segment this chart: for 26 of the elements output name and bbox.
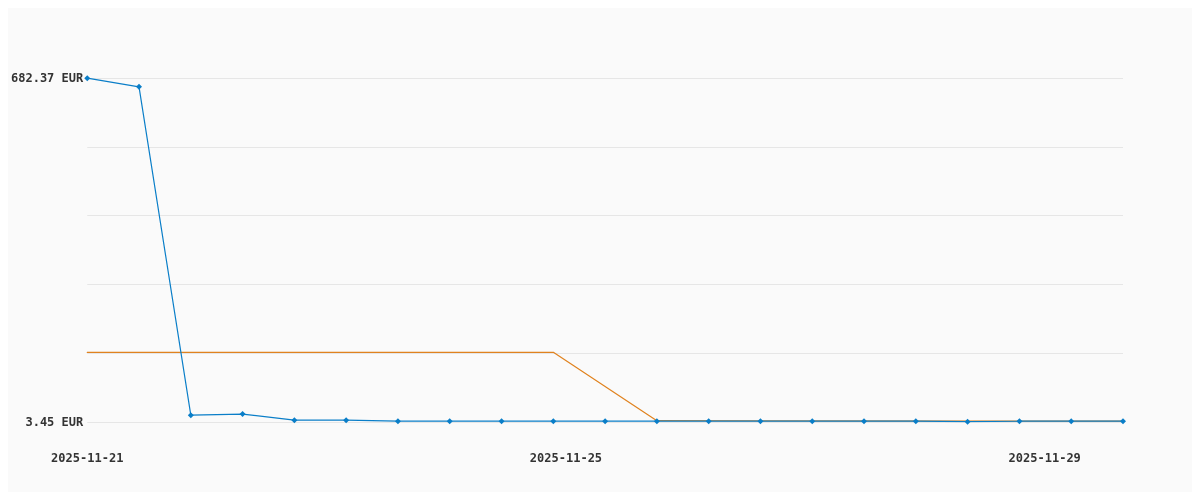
point xyxy=(446,418,453,425)
point xyxy=(136,83,143,90)
point xyxy=(653,418,660,425)
x-tick-label: 2025-11-29 xyxy=(1008,451,1081,465)
point xyxy=(550,418,557,425)
point xyxy=(343,417,350,424)
point xyxy=(705,418,712,425)
point xyxy=(239,411,246,418)
point xyxy=(912,418,919,425)
point xyxy=(84,75,91,82)
x-tick-label: 2025-11-21 xyxy=(51,451,124,465)
point xyxy=(861,418,868,425)
x-tick-label: 2025-11-25 xyxy=(529,451,603,465)
point xyxy=(1120,418,1126,425)
point xyxy=(757,418,764,425)
y-tick-label: 3.45 EUR xyxy=(25,415,85,429)
point xyxy=(809,418,816,425)
point xyxy=(291,417,298,424)
point xyxy=(1068,418,1075,425)
point xyxy=(602,418,609,425)
point xyxy=(964,418,971,425)
point xyxy=(394,418,401,425)
point xyxy=(498,418,505,425)
point xyxy=(187,412,194,419)
point xyxy=(1016,418,1023,425)
y-tick-label: 682.37 EUR xyxy=(11,71,85,85)
